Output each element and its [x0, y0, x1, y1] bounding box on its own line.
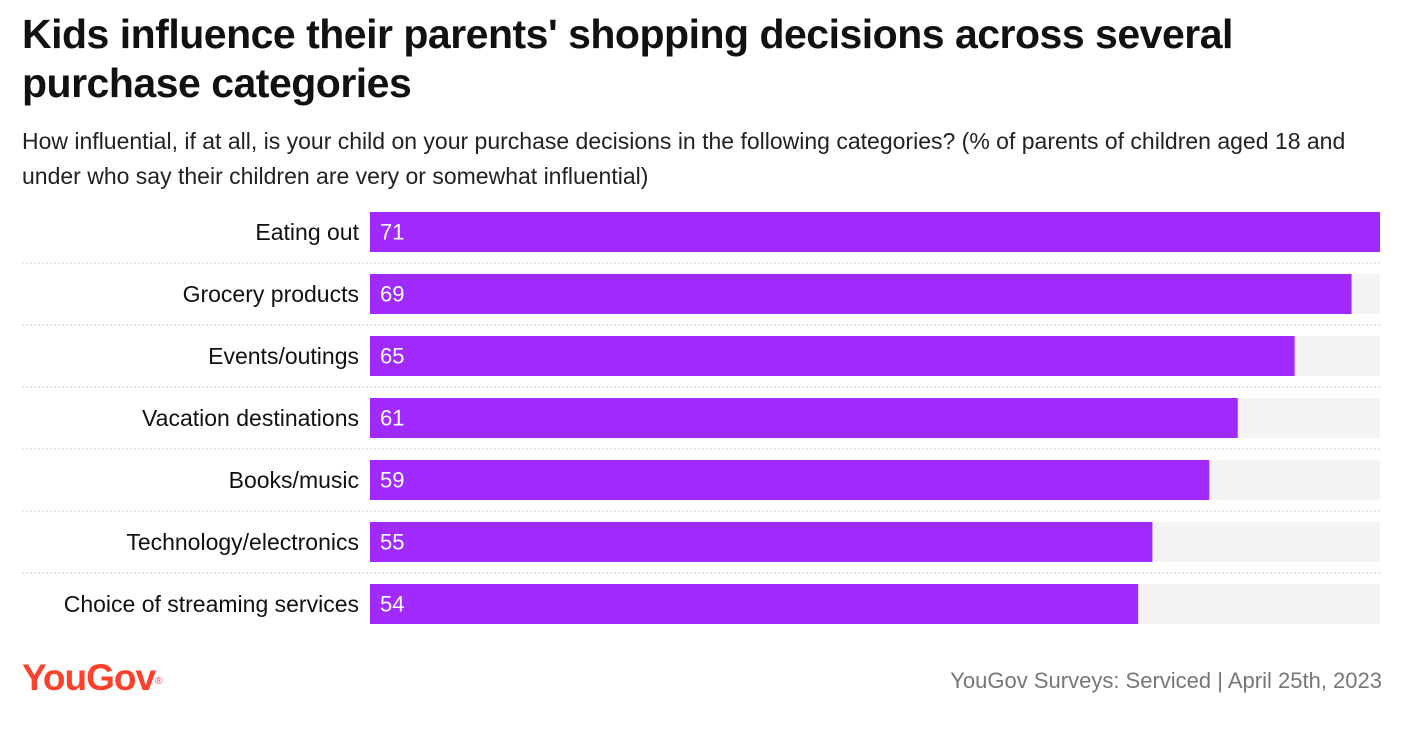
category-label: Technology/electronics	[126, 529, 359, 555]
logo-text: YouGov	[22, 657, 156, 698]
value-label: 65	[380, 344, 404, 369]
value-label: 59	[380, 468, 404, 493]
category-label: Choice of streaming services	[64, 591, 359, 617]
bar	[370, 274, 1352, 314]
chart-subtitle: How influential, if at all, is your chil…	[22, 128, 1346, 189]
yougov-logo: YouGov®	[22, 656, 162, 700]
registered-mark: ®	[155, 676, 163, 687]
value-label: 61	[380, 406, 404, 431]
category-label: Grocery products	[183, 281, 359, 307]
bar-chart: Eating out 71 Grocery products 69 Events/out…	[22, 212, 1380, 624]
category-label: Events/outings	[208, 343, 359, 369]
bar	[370, 522, 1153, 562]
bar	[370, 398, 1238, 438]
value-label: 55	[380, 530, 404, 555]
value-label: 71	[380, 220, 404, 245]
chart-title: Kids influence their parents' shopping d…	[22, 11, 1233, 106]
bar	[370, 336, 1295, 376]
bar	[370, 212, 1380, 252]
category-label: Eating out	[255, 219, 359, 245]
bar	[370, 460, 1210, 500]
value-label: 69	[380, 282, 404, 307]
bar	[370, 584, 1139, 624]
value-label: 54	[380, 592, 404, 617]
category-label: Vacation destinations	[142, 405, 359, 431]
category-label: Books/music	[229, 467, 359, 493]
source-note: YouGov Surveys: Serviced | April 25th, 2…	[950, 668, 1382, 693]
